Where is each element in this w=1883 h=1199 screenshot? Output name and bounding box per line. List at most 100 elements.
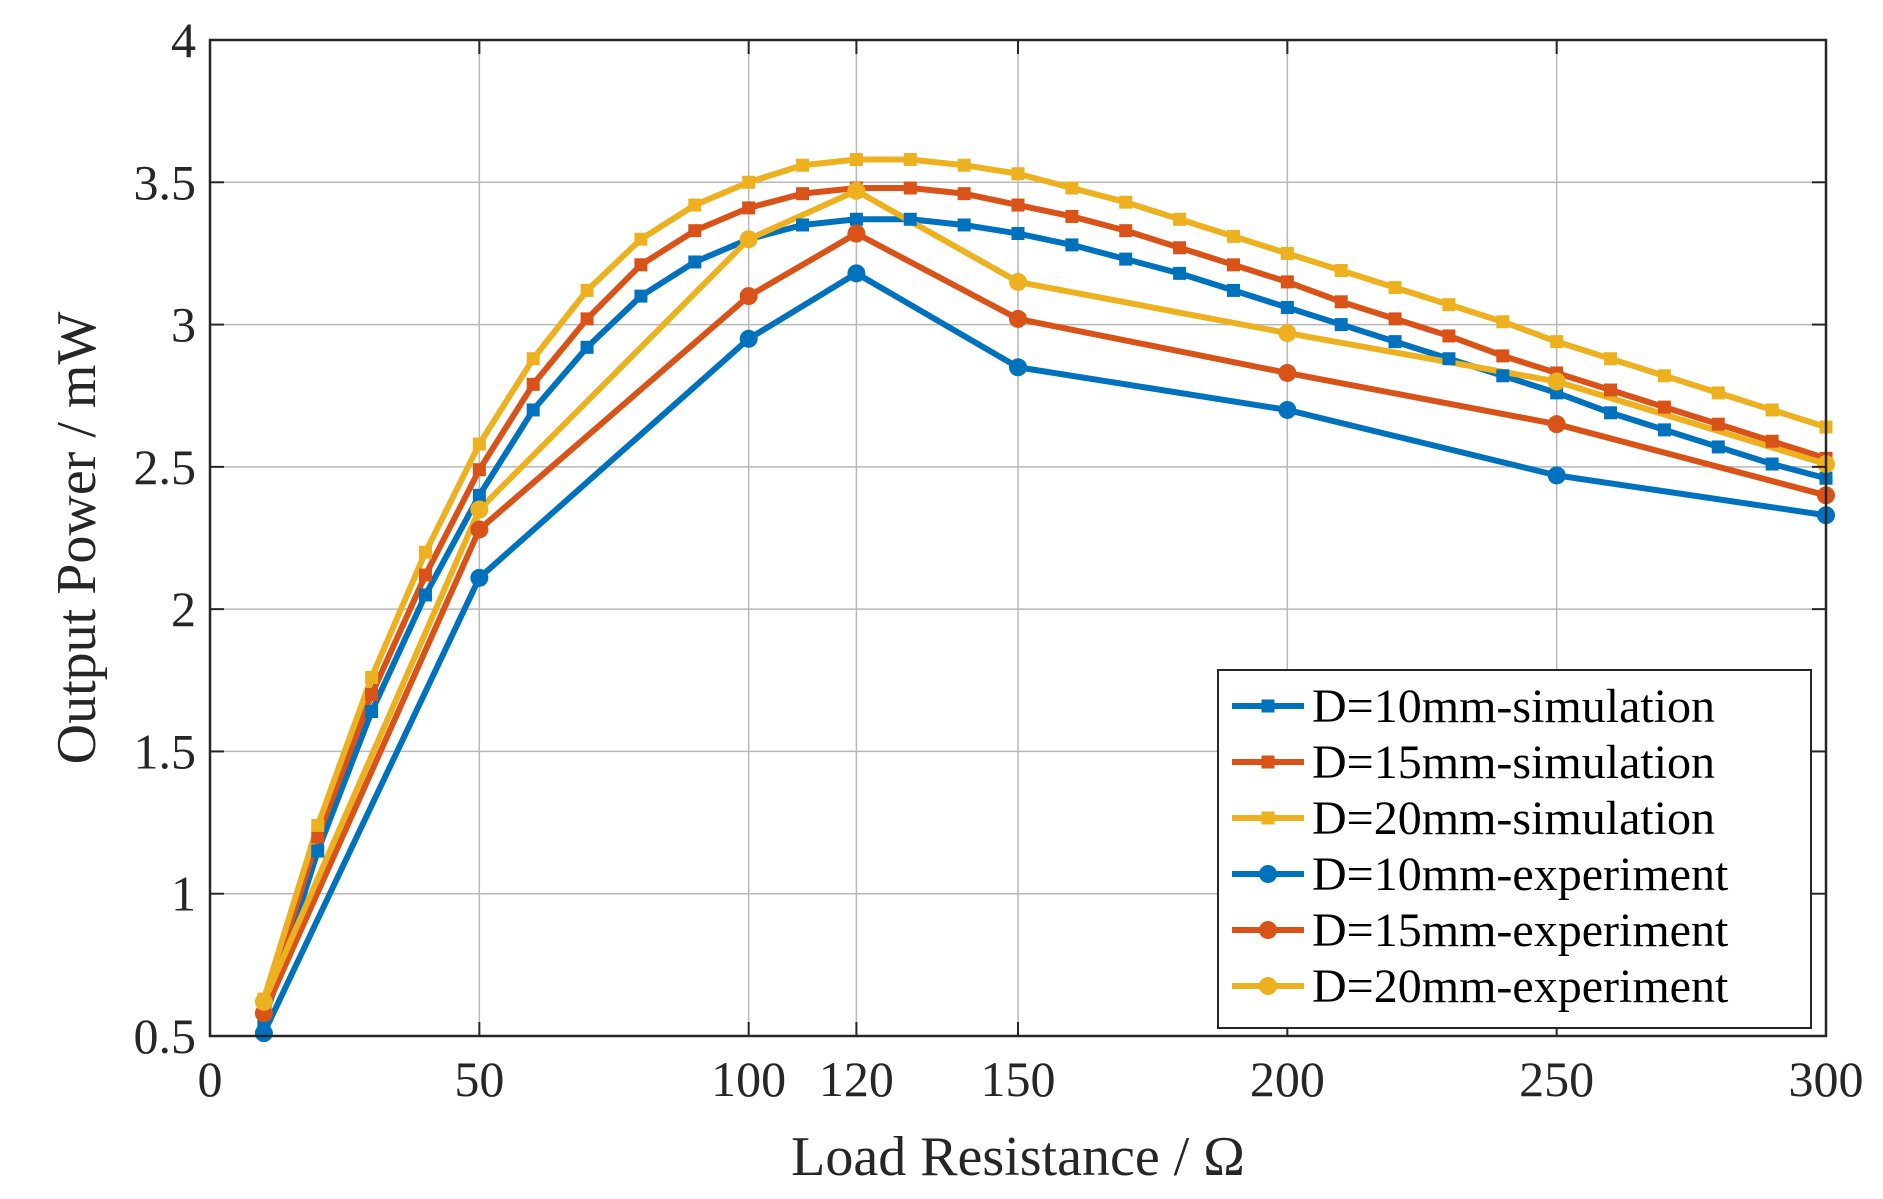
legend-item: D=10mm-experiment	[1232, 848, 1729, 901]
data-point	[418, 588, 432, 602]
y-tick-label: 3.5	[134, 154, 197, 210]
legend-swatch-marker	[1259, 977, 1277, 995]
data-point	[849, 153, 863, 167]
data-point	[526, 352, 540, 366]
data-point	[1604, 383, 1618, 397]
data-point	[580, 340, 594, 354]
data-point	[634, 289, 648, 303]
data-point	[1173, 241, 1187, 255]
data-point	[1065, 181, 1079, 195]
data-point	[1442, 298, 1456, 312]
data-point	[1547, 372, 1566, 391]
data-point	[1711, 440, 1725, 454]
data-point	[739, 329, 758, 348]
data-point	[796, 187, 810, 201]
data-point	[472, 437, 486, 451]
legend-label: D=20mm-experiment	[1312, 960, 1729, 1013]
legend-swatch-marker	[1261, 811, 1275, 825]
data-point	[472, 488, 486, 502]
x-tick-label: 120	[819, 1051, 894, 1107]
data-point	[1119, 252, 1133, 266]
data-point	[1711, 417, 1725, 431]
data-point	[1334, 264, 1348, 278]
series-line-d-15mm-experiment	[260, 230, 1829, 1017]
data-point	[634, 232, 648, 246]
data-point	[1388, 312, 1402, 326]
legend-label: D=15mm-simulation	[1312, 736, 1715, 789]
data-point	[418, 545, 432, 559]
legend-item: D=15mm-experiment	[1232, 904, 1729, 957]
y-tick-label: 2.5	[134, 439, 197, 495]
data-point	[1547, 466, 1566, 485]
data-point	[1657, 400, 1671, 414]
data-point	[688, 198, 702, 212]
data-point	[739, 230, 758, 249]
data-point	[1173, 212, 1187, 226]
legend-box	[1217, 669, 1812, 1029]
legend-item: D=20mm-simulation	[1232, 792, 1715, 845]
x-tick-label: 150	[981, 1051, 1056, 1107]
data-point	[1334, 295, 1348, 309]
legend-item: D=10mm-simulation	[1232, 680, 1715, 733]
data-point	[1496, 315, 1510, 329]
data-point	[526, 403, 540, 417]
data-point	[742, 201, 756, 215]
data-point	[254, 992, 273, 1011]
data-point	[1280, 246, 1294, 260]
data-point	[1604, 406, 1618, 420]
data-point	[1280, 300, 1294, 314]
data-point	[470, 500, 489, 519]
data-point	[1388, 281, 1402, 295]
data-point	[1011, 227, 1025, 241]
data-point	[849, 212, 863, 226]
data-point	[1765, 434, 1779, 448]
y-axis-label: Output Power / mW	[46, 312, 108, 765]
data-point	[1388, 335, 1402, 349]
data-point	[1765, 457, 1779, 471]
data-point	[688, 255, 702, 269]
data-point	[365, 688, 379, 702]
x-tick-label: 100	[711, 1051, 786, 1107]
data-point	[1442, 329, 1456, 343]
y-tick-label: 3	[171, 297, 196, 353]
legend-item: D=20mm-experiment	[1232, 960, 1729, 1013]
data-point	[957, 158, 971, 172]
y-tick-label: 4	[171, 12, 196, 68]
data-point	[1604, 352, 1618, 366]
data-point	[311, 830, 325, 844]
data-point	[1278, 400, 1297, 419]
data-point	[365, 670, 379, 684]
data-point	[1496, 349, 1510, 363]
data-point	[1657, 423, 1671, 437]
series-line-d-15mm-simulation	[260, 184, 1829, 1014]
data-point	[580, 312, 594, 326]
series-markers-d-10mm-experiment	[254, 264, 1835, 1043]
data-point	[742, 175, 756, 189]
legend-label: D=15mm-experiment	[1312, 904, 1729, 957]
legend-item: D=15mm-simulation	[1232, 736, 1715, 789]
series-line-d-20mm-experiment	[260, 187, 1829, 1005]
data-point	[1657, 369, 1671, 383]
data-point	[418, 568, 432, 582]
data-point	[796, 218, 810, 232]
data-point	[1011, 167, 1025, 181]
x-axis-ticks: 0 50 100 120 150 200 250 300	[198, 40, 1864, 1107]
data-point	[526, 377, 540, 391]
data-point	[1280, 275, 1294, 289]
data-point	[1550, 335, 1564, 349]
data-point	[1065, 209, 1079, 223]
data-point	[472, 463, 486, 477]
series-markers-d-20mm-experiment	[254, 181, 1835, 1011]
data-point	[739, 287, 758, 306]
series-markers	[254, 153, 1835, 1043]
data-point	[957, 218, 971, 232]
data-point	[957, 187, 971, 201]
legend-swatch-marker	[1259, 921, 1277, 939]
data-point	[580, 283, 594, 297]
data-point	[1711, 386, 1725, 400]
data-point	[1119, 195, 1133, 209]
x-tick-label: 50	[454, 1051, 504, 1107]
x-axis-label: Load Resistance / Ω	[791, 1126, 1245, 1188]
data-point	[1226, 283, 1240, 297]
